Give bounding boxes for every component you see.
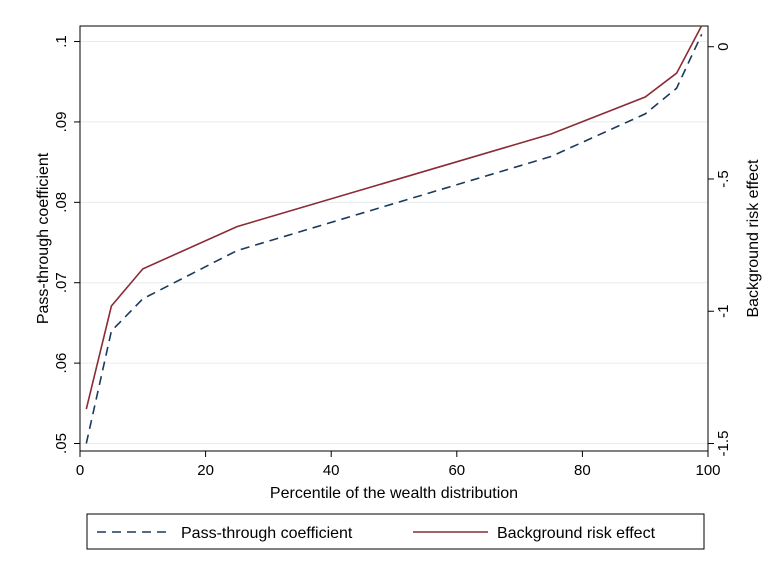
legend-label-pass-through: Pass-through coefficient bbox=[181, 525, 353, 542]
y-right-tick-label-2: -.5 bbox=[715, 170, 732, 188]
series-lines bbox=[85, 25, 703, 444]
gridlines bbox=[80, 41, 708, 444]
x-tick-label-3: 60 bbox=[448, 462, 465, 479]
series-line-0 bbox=[85, 33, 703, 444]
x-tick-label-4: 80 bbox=[574, 462, 591, 479]
x-axis-title: Percentile of the wealth distribution bbox=[270, 485, 518, 502]
plot-area-frame bbox=[79, 25, 709, 452]
y-left-tick-label-3: .08 bbox=[53, 192, 70, 213]
y-right-tick-label-1: -1 bbox=[715, 305, 732, 318]
legend-label-background-risk: Background risk effect bbox=[497, 525, 656, 542]
x-tick-label-1: 20 bbox=[197, 462, 214, 479]
x-tick-label-5: 100 bbox=[695, 462, 720, 479]
y-left-tick-label-5: .1 bbox=[53, 35, 70, 48]
y-left-tick-label-4: .09 bbox=[53, 112, 70, 133]
x-tick-label-0: 0 bbox=[76, 462, 84, 479]
y-axis-left: .05 .06 .07 .08 .09 .1 bbox=[53, 35, 80, 454]
series-line-1 bbox=[85, 25, 703, 410]
y-axis-left-title: Pass-through coefficient bbox=[35, 152, 52, 324]
y-axis-right: -1.5 -1 -.5 0 bbox=[708, 43, 732, 457]
y-axis-right-title: Background risk effect bbox=[745, 159, 762, 318]
y-left-tick-label-0: .05 bbox=[53, 433, 70, 454]
legend: Pass-through coefficient Background risk… bbox=[86, 513, 705, 550]
x-axis: 0 20 40 60 80 100 bbox=[76, 451, 721, 479]
x-tick-label-2: 40 bbox=[323, 462, 340, 479]
legend-box bbox=[86, 513, 705, 550]
y-right-tick-label-3: 0 bbox=[715, 43, 732, 51]
y-left-tick-label-1: .06 bbox=[53, 353, 70, 374]
y-left-tick-label-2: .07 bbox=[53, 272, 70, 293]
y-right-tick-label-0: -1.5 bbox=[715, 431, 732, 457]
